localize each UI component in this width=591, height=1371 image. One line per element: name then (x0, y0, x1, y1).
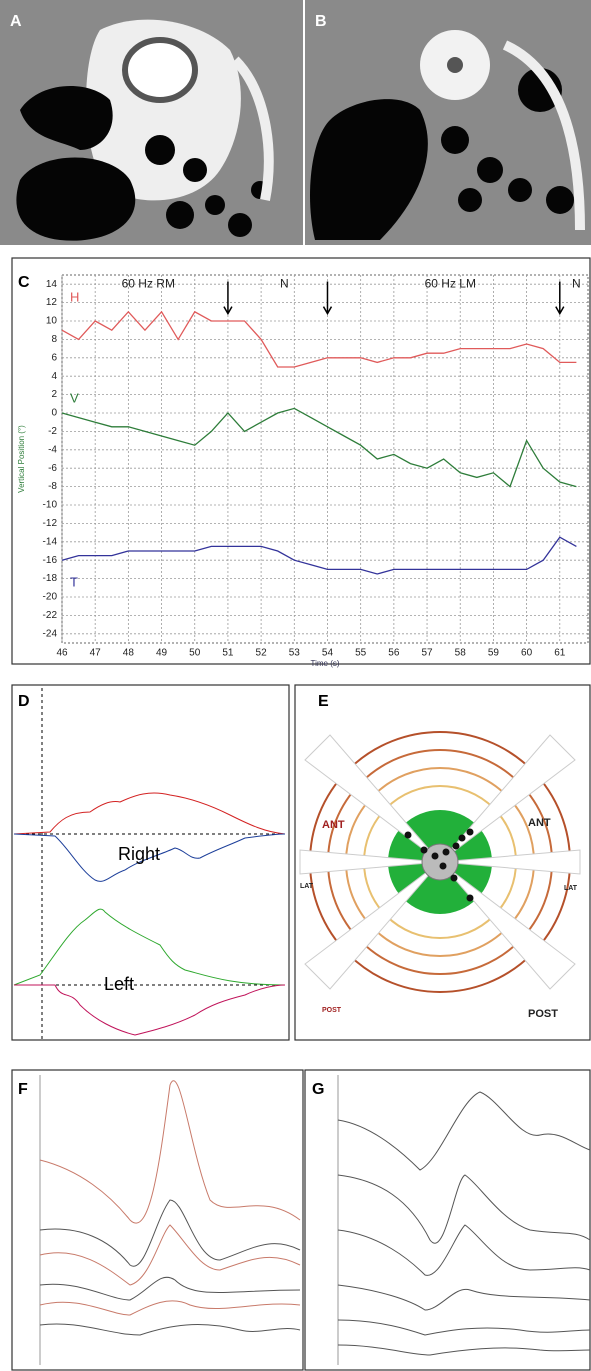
panel-frame (11, 1069, 304, 1371)
trace-label: Right (118, 844, 160, 864)
annotation: 60 Hz LM (425, 276, 476, 290)
y-tick-label: -2 (48, 426, 57, 437)
y-tick-label: -8 (48, 481, 57, 492)
x-tick-label: 46 (56, 648, 68, 659)
waveforms-f (39, 1075, 301, 1365)
y-tick-label: 8 (51, 334, 57, 345)
event-arrow (555, 281, 565, 316)
x-axis-label: Time (s) (310, 659, 339, 668)
y-tick-label: 4 (51, 371, 57, 382)
y-tick-label: 0 (51, 408, 57, 419)
y-tick-label: -4 (48, 444, 57, 455)
panel-frame (11, 257, 591, 665)
series-line (61, 536, 577, 575)
ct-image-a (0, 0, 303, 245)
x-tick-label: 49 (156, 648, 168, 659)
series-label: H (70, 289, 79, 304)
y-tick-label: -22 (43, 610, 58, 621)
y-tick-label: 6 (51, 352, 57, 363)
x-tick-label: 61 (554, 648, 566, 659)
x-tick-label: 60 (521, 648, 533, 659)
line-chart: 14 12 10 8 6 4 2 0 -2 -4 -6 -8 -10 -12 -14 -16 -18 -20 -22… (17, 274, 589, 668)
target-diagram (299, 731, 581, 993)
panel-label: F (18, 1081, 28, 1098)
waveforms-g (337, 1075, 591, 1365)
x-tick-label: 55 (355, 648, 367, 659)
y-tick-label: 2 (51, 389, 57, 400)
panel-label: C (18, 274, 30, 291)
annotation: N (572, 276, 581, 290)
panel-frame (304, 1069, 591, 1371)
direction-label: POST (322, 1007, 342, 1014)
series-label: V (70, 391, 79, 406)
y-tick-label: -24 (43, 628, 58, 639)
y-tick-label: -20 (43, 592, 58, 603)
y-tick-label: 12 (46, 297, 58, 308)
y-tick-label: -18 (43, 573, 58, 584)
series-line (61, 310, 577, 368)
y-tick-label: -6 (48, 463, 57, 474)
y-tick-label: 10 (46, 316, 58, 327)
y-tick-label: 14 (46, 279, 58, 290)
x-tick-label: 47 (90, 648, 102, 659)
x-tick-label: 53 (289, 648, 301, 659)
y-tick-label: -14 (43, 536, 58, 547)
x-tick-label: 56 (388, 648, 400, 659)
annotation: N (280, 276, 289, 290)
annotation: 60 Hz RM (122, 276, 175, 290)
panel-label: D (18, 693, 30, 710)
x-tick-label: 48 (123, 648, 135, 659)
series-line (61, 407, 577, 488)
y-tick-label: -16 (43, 555, 58, 566)
panel-frame (294, 684, 591, 1041)
plot-area (61, 274, 589, 644)
x-tick-label: 58 (455, 648, 467, 659)
direction-label: LAT (564, 885, 578, 892)
x-tick-label: 57 (421, 648, 433, 659)
direction-label: POST (528, 1008, 558, 1020)
direction-label: ANT (322, 819, 345, 831)
event-arrow (223, 281, 233, 316)
series-label: T (70, 575, 78, 590)
ct-image-b (305, 0, 591, 245)
panel-label: B (315, 13, 327, 30)
x-tick-label: 54 (322, 648, 334, 659)
x-tick-label: 51 (222, 648, 234, 659)
x-tick-label: 50 (189, 648, 201, 659)
panel-label: G (312, 1081, 324, 1098)
trace-label: Left (104, 974, 134, 994)
y-tick-label: -12 (43, 518, 58, 529)
panel-label: A (10, 13, 22, 30)
x-tick-label: 59 (488, 648, 500, 659)
eye-traces (13, 688, 286, 1040)
y-axis-label: Vertical Position (°) (17, 425, 26, 493)
panel-frame (11, 684, 290, 1041)
direction-label: ANT (528, 817, 551, 829)
y-tick-label: -10 (43, 500, 58, 511)
event-arrow (322, 281, 333, 316)
x-tick-label: 52 (256, 648, 268, 659)
direction-label: LAT (300, 883, 314, 890)
panel-label: E (318, 693, 329, 710)
